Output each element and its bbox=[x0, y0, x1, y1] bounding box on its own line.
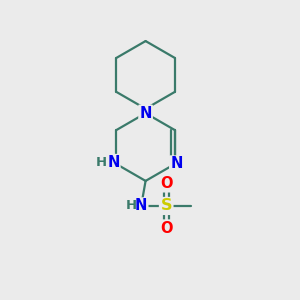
Text: S: S bbox=[160, 198, 172, 213]
Text: N: N bbox=[135, 198, 147, 213]
Text: O: O bbox=[160, 220, 172, 236]
Text: H: H bbox=[95, 156, 106, 169]
Text: N: N bbox=[170, 157, 183, 172]
Text: N: N bbox=[140, 106, 152, 121]
Text: N: N bbox=[107, 155, 119, 170]
Text: H: H bbox=[125, 200, 136, 212]
Text: O: O bbox=[160, 176, 172, 191]
